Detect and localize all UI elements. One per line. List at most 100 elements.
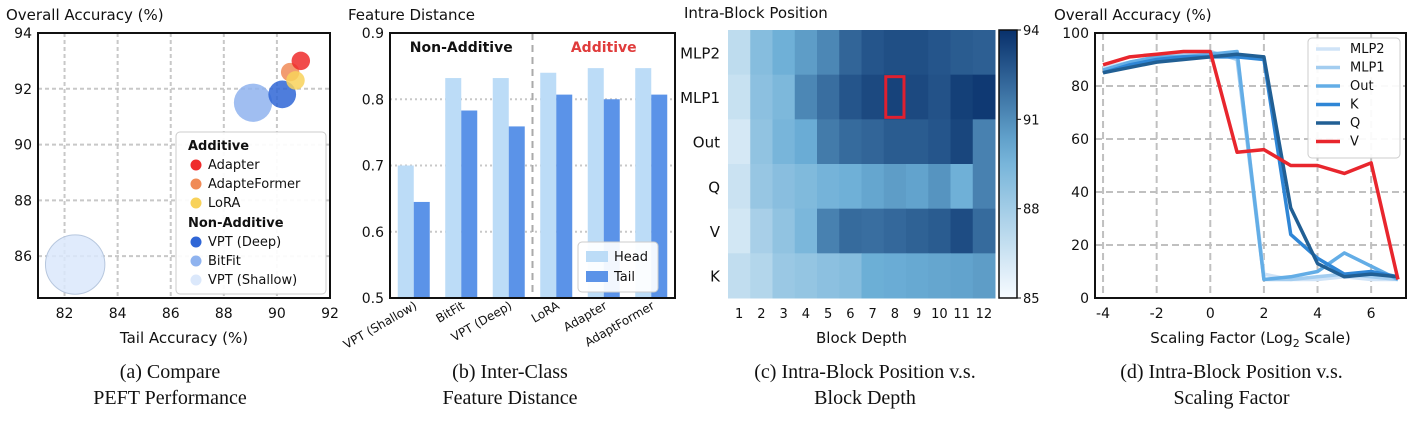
cell-v-4: [794, 208, 818, 254]
x-tick-label: 90: [268, 306, 286, 322]
legend-label-head: Head: [614, 250, 648, 265]
cell-mlp2-3: [772, 30, 796, 76]
x-axis-label-subscript: 2: [1293, 337, 1300, 350]
x-axis-label: Scaling Factor (Log2 Scale): [1150, 329, 1350, 350]
bar-tail-bitfit: [461, 110, 478, 298]
cell-out-8: [883, 119, 907, 165]
cell-k-3: [772, 253, 796, 299]
cell-q-6: [839, 164, 862, 210]
y-tick-label: 0.9: [362, 26, 384, 42]
caption-b-line1: (b) Inter-Class: [452, 361, 568, 383]
panel-d: Overall Accuracy (%) -4 -2 0 2 4 6 0 20 40 60 80 100…: [1050, 0, 1413, 424]
cell-v-12: [972, 208, 996, 254]
x-tick-label: 4: [802, 307, 810, 322]
caption-d-line2: Scaling Factor: [1173, 387, 1290, 409]
colorbar-tick-label: 94: [1023, 24, 1040, 39]
legend-label-lora: LoRA: [208, 196, 240, 211]
highlight-box: [884, 75, 906, 119]
legend-label-tail: Tail: [613, 270, 635, 285]
y-tick-label: 80: [1071, 79, 1089, 95]
x-tick-label: 6: [1367, 306, 1376, 322]
legend-marker-bitfit: [190, 255, 202, 267]
chart-title: Overall Accuracy (%): [1054, 6, 1212, 24]
legend-marker-vpt-shallow: [190, 274, 202, 286]
plot-frame: [389, 32, 676, 299]
x-tick-label: 86: [162, 306, 180, 322]
x-tick-label: 1: [735, 307, 743, 322]
cell-q-12: [972, 164, 996, 210]
y-tick-label: Q: [708, 178, 720, 196]
cell-k-12: [972, 253, 996, 299]
x-tick-label: 9: [913, 307, 921, 322]
x-tick-label: -4: [1096, 306, 1110, 322]
cell-q-3: [772, 164, 796, 210]
x-tick-label: -2: [1150, 306, 1164, 322]
cell-out-11: [950, 119, 974, 165]
panel-c: Intra-Block Position MLP2 MLP1 Out Q V K 1 2 3 4 5 6…: [680, 0, 1050, 424]
legend-group-title: Additive: [188, 139, 249, 154]
cell-mlp2-8: [883, 30, 907, 76]
legend-label-mlp2: MLP2: [1350, 42, 1385, 57]
legend-swatch-tail: [586, 271, 608, 282]
cell-out-5: [817, 119, 840, 165]
cell-mlp1-3: [772, 74, 796, 120]
cell-mlp1-2: [750, 74, 773, 120]
cell-q-4: [794, 164, 818, 210]
x-axis-label-main: Scaling Factor (Log: [1150, 329, 1292, 347]
x-tick-label: 6: [846, 307, 854, 322]
cell-k-5: [817, 253, 840, 299]
colorbar-tick-label: 88: [1023, 203, 1040, 218]
cell-mlp1-6: [839, 74, 862, 120]
cell-mlp1-5: [817, 74, 840, 120]
legend-label-out: Out: [1350, 79, 1374, 94]
caption-a-line1: (a) Compare: [119, 361, 221, 383]
cell-mlp1-12: [972, 74, 996, 120]
panel-a: Overall Accuracy (%) 82 84 86 88 90 92 86 88 90 92…: [0, 0, 340, 424]
y-tick-label: 0.7: [362, 159, 384, 175]
legend-label-vpt-deep: VPT (Deep): [208, 235, 281, 250]
x-tick-label: 84: [109, 306, 127, 322]
y-tick-label: 60: [1071, 132, 1089, 148]
x-tick-label: 2: [757, 307, 765, 322]
cell-out-4: [794, 119, 818, 165]
cell-v-3: [772, 208, 796, 254]
cell-v-7: [861, 208, 885, 254]
legend-swatch-head: [586, 251, 608, 262]
cell-mlp1-11: [950, 74, 974, 120]
cell-k-11: [950, 253, 974, 299]
cell-q-10: [928, 164, 951, 210]
y-tick-label: 92: [14, 82, 32, 98]
y-tick-label: V: [710, 223, 721, 241]
plot-frame: [1094, 32, 1407, 299]
legend-marker-adapter: [190, 159, 202, 171]
y-tick-label: 86: [14, 249, 32, 265]
series-line-q: [1102, 52, 1399, 279]
legend-marker-adapteformer: [190, 178, 202, 190]
cell-mlp2-2: [750, 30, 773, 76]
cell-q-7: [861, 164, 885, 210]
x-axis-label: Tail Accuracy (%): [119, 329, 248, 347]
x-tick-label: 8: [891, 307, 899, 322]
legend-label-bitfit: BitFit: [208, 254, 241, 269]
cell-mlp1-8: [883, 74, 907, 120]
y-tick-label: 94: [14, 26, 32, 42]
cell-mlp2-7: [861, 30, 885, 76]
point-vpt-deep: [268, 80, 297, 109]
legend-marker-vpt-deep: [190, 236, 202, 248]
cell-k-10: [928, 253, 951, 299]
chart-title: Intra-Block Position: [684, 4, 828, 22]
cell-mlp1-9: [906, 74, 929, 120]
y-tick-label: MLP1: [680, 89, 720, 107]
bar-head-adapter: [587, 68, 604, 298]
bar-tail-lora: [556, 94, 573, 298]
cell-q-1: [728, 164, 751, 210]
cell-k-8: [883, 253, 907, 299]
point-bitfit: [233, 83, 273, 122]
cell-mlp2-12: [972, 30, 996, 76]
caption-c-line1: (c) Intra-Block Position v.s.: [754, 361, 976, 383]
x-tick-label: 0: [1206, 306, 1215, 322]
colorbar-tick-label: 91: [1023, 113, 1040, 128]
legend-box: [175, 131, 327, 295]
cell-mlp1-4: [794, 74, 818, 120]
